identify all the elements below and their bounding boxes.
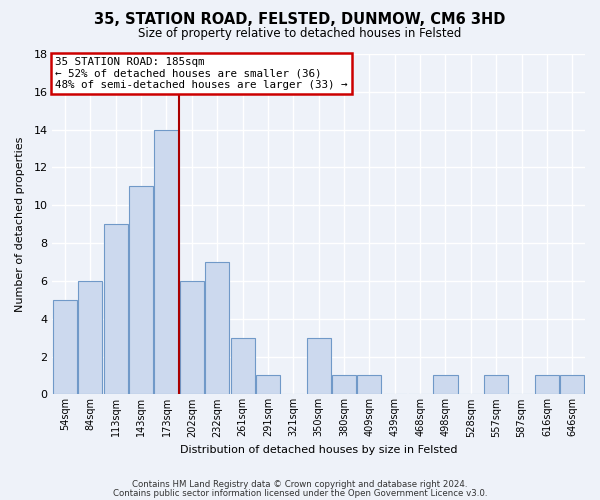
Bar: [129, 186, 153, 394]
Text: 35 STATION ROAD: 185sqm
← 52% of detached houses are smaller (36)
48% of semi-de: 35 STATION ROAD: 185sqm ← 52% of detache…: [55, 57, 347, 90]
Bar: [230, 338, 254, 394]
Bar: [484, 376, 508, 394]
Bar: [104, 224, 128, 394]
Bar: [358, 376, 382, 394]
Text: Contains public sector information licensed under the Open Government Licence v3: Contains public sector information licen…: [113, 489, 487, 498]
Bar: [535, 376, 559, 394]
Y-axis label: Number of detached properties: Number of detached properties: [15, 136, 25, 312]
Bar: [332, 376, 356, 394]
Bar: [180, 281, 204, 394]
Text: Contains HM Land Registry data © Crown copyright and database right 2024.: Contains HM Land Registry data © Crown c…: [132, 480, 468, 489]
Bar: [433, 376, 458, 394]
Bar: [53, 300, 77, 394]
Bar: [205, 262, 229, 394]
Bar: [79, 281, 103, 394]
Text: Size of property relative to detached houses in Felsted: Size of property relative to detached ho…: [139, 28, 461, 40]
Bar: [154, 130, 179, 394]
Bar: [307, 338, 331, 394]
X-axis label: Distribution of detached houses by size in Felsted: Distribution of detached houses by size …: [180, 445, 457, 455]
Text: 35, STATION ROAD, FELSTED, DUNMOW, CM6 3HD: 35, STATION ROAD, FELSTED, DUNMOW, CM6 3…: [94, 12, 506, 28]
Bar: [256, 376, 280, 394]
Bar: [560, 376, 584, 394]
